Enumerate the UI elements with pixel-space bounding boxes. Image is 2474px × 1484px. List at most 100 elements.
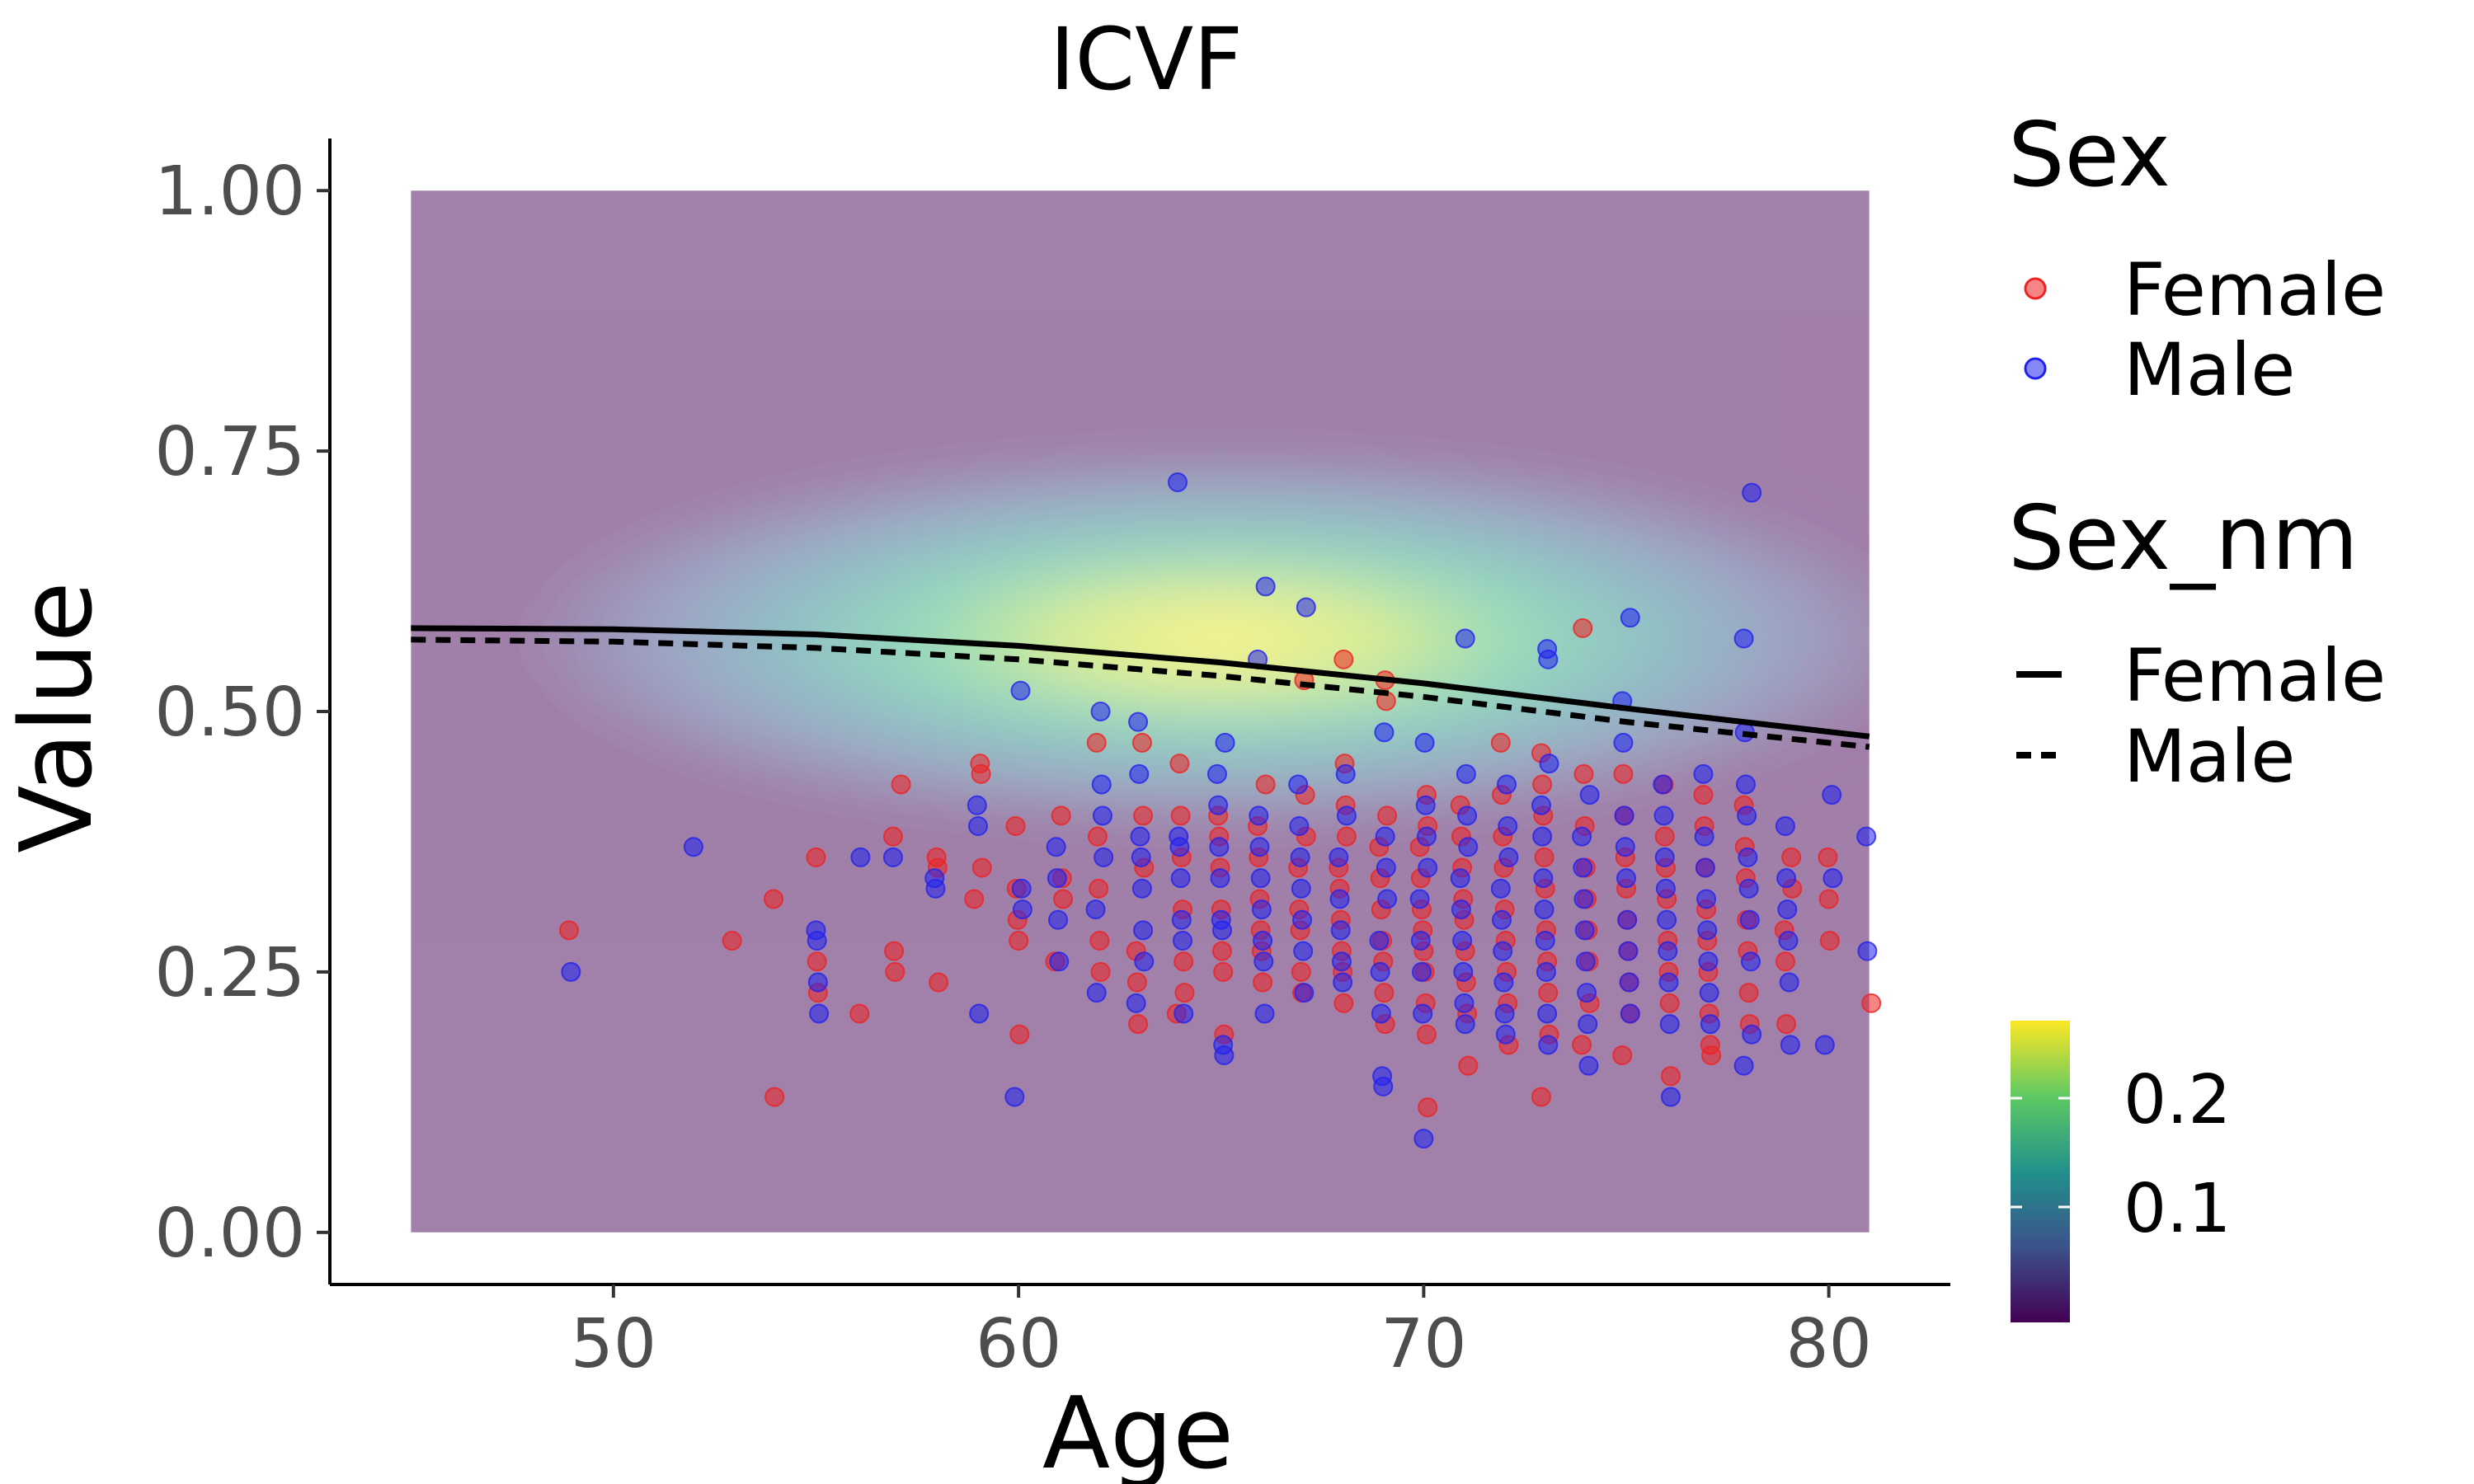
point-female [1612, 1045, 1633, 1065]
point-female [1775, 951, 1795, 972]
point-female [1776, 1014, 1797, 1035]
point-female [849, 1003, 870, 1024]
point-male [1490, 878, 1511, 899]
legend-male-point [2024, 357, 2047, 380]
point-female [1336, 826, 1357, 847]
point-female [1819, 931, 1840, 951]
point-male [1572, 826, 1592, 847]
point-female [1009, 931, 1029, 951]
point-male [1857, 941, 1878, 961]
point-female [1133, 805, 1154, 826]
legend-female-point [2024, 277, 2047, 300]
point-male [1373, 1076, 1394, 1097]
point-male [1531, 795, 1551, 815]
point-male [1733, 628, 1754, 649]
point-female [1818, 889, 1839, 909]
point-male [1577, 983, 1597, 1003]
point-male [1370, 961, 1390, 982]
colorbar: 0.2 0.1 [2011, 1021, 2231, 1322]
point-male [1011, 878, 1032, 899]
point-male [1573, 889, 1594, 909]
point-male [1209, 837, 1230, 857]
point-male [1254, 1003, 1275, 1024]
point-female [1418, 1097, 1438, 1118]
point-female [1126, 972, 1147, 993]
point-male [1126, 993, 1146, 1013]
legend-sex-title: Sex [2008, 104, 2171, 207]
x-tick-label: 50 [571, 1305, 656, 1383]
point-male [1451, 899, 1471, 920]
point-female [1333, 993, 1354, 1013]
point-male [1171, 909, 1192, 930]
point-male [1742, 482, 1762, 503]
point-male [1409, 889, 1430, 909]
point-male [1454, 993, 1475, 1013]
point-female [1738, 983, 1759, 1003]
point-male [1413, 1129, 1434, 1149]
point-male [1375, 826, 1395, 847]
point-male [1458, 837, 1479, 857]
point-male [1535, 931, 1555, 951]
point-male [1695, 857, 1715, 878]
chart-title: ICVF [1050, 9, 1243, 110]
point-male [1538, 649, 1559, 669]
point-male [1288, 774, 1309, 795]
point-male [1536, 961, 1556, 982]
point-male [1416, 826, 1437, 847]
point-male [1534, 899, 1554, 920]
point-male [1696, 889, 1717, 909]
point-female [964, 889, 985, 909]
point-female [929, 972, 949, 993]
point-male [1170, 868, 1191, 889]
legend-male-line-label: Male [2124, 714, 2295, 799]
point-male [1129, 763, 1150, 784]
point-male [1293, 941, 1314, 961]
point-male [1659, 1014, 1680, 1035]
point-male [1333, 972, 1353, 993]
point-male [1578, 1055, 1599, 1076]
point-male [1533, 868, 1554, 889]
point-male [1086, 983, 1107, 1003]
point-female [1174, 951, 1194, 972]
point-female [1572, 1035, 1592, 1055]
point-male [1131, 878, 1152, 899]
point-female [1532, 774, 1553, 795]
x-tick-label: 80 [1785, 1305, 1871, 1383]
point-female [1531, 1087, 1551, 1107]
point-male [1573, 857, 1593, 878]
point-male [1048, 909, 1069, 930]
point-male [1411, 961, 1432, 982]
point-male [1085, 899, 1106, 920]
point-male [1699, 983, 1719, 1003]
point-female [1213, 961, 1234, 982]
point-male [1374, 722, 1395, 743]
point-male [1740, 951, 1761, 972]
point-male [809, 1003, 830, 1024]
colorbar-label-0-2: 0.2 [2124, 1061, 2231, 1139]
point-female [807, 951, 827, 972]
point-male [1131, 847, 1151, 867]
point-female [763, 889, 783, 909]
point-male [1453, 961, 1474, 982]
point-male [1253, 931, 1273, 951]
point-male [1331, 951, 1352, 972]
point-male [1128, 711, 1149, 732]
point-male [683, 837, 703, 857]
point-female [1660, 1066, 1681, 1087]
point-female [1174, 983, 1195, 1003]
point-male [1173, 931, 1193, 951]
point-male [967, 795, 987, 815]
point-female [764, 1087, 785, 1107]
point-male [1457, 805, 1478, 826]
legend-sex-nm-title: Sex_nm [2008, 487, 2359, 590]
point-male [882, 847, 903, 867]
point-male [1620, 1003, 1640, 1024]
point-male [1653, 774, 1673, 795]
point-male [1655, 878, 1676, 899]
point-male [1369, 931, 1390, 951]
point-male [561, 961, 581, 982]
point-male [1413, 1003, 1433, 1024]
point-male [1046, 837, 1066, 857]
point-female [882, 826, 903, 847]
point-female [1693, 785, 1714, 805]
